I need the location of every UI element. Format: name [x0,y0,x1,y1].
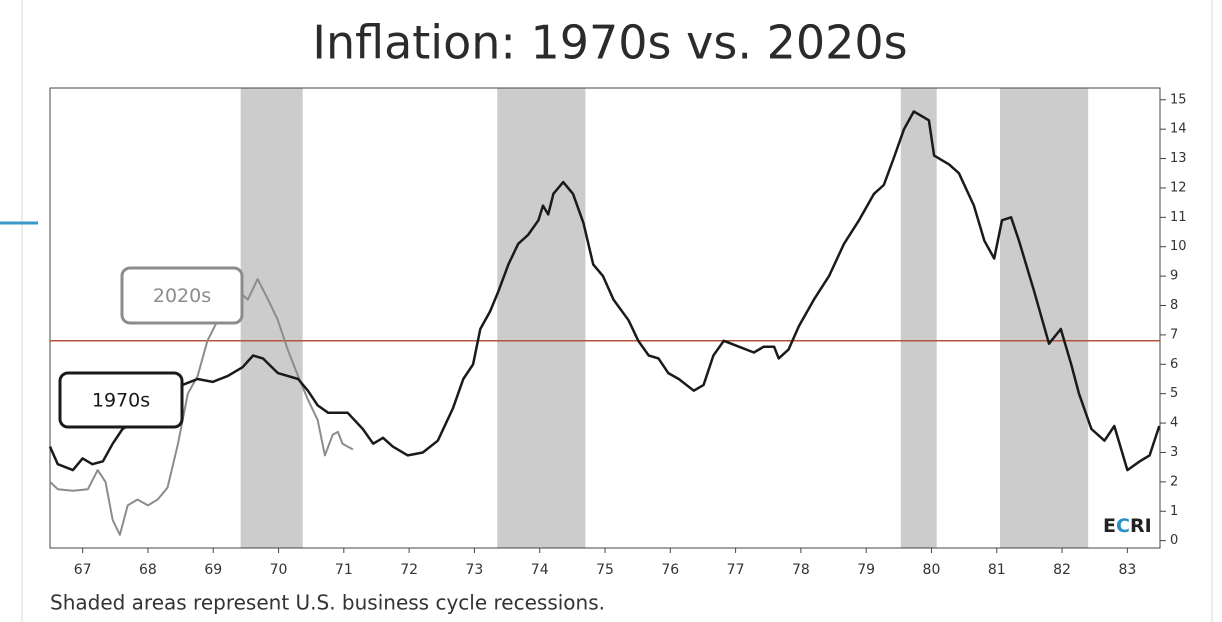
x-tick-label: 78 [792,562,810,578]
y-tick-label: 0 [1170,533,1178,548]
x-tick-label: 77 [727,562,745,578]
recession-band [497,88,586,548]
y-tick-label: 4 [1170,416,1178,431]
y-tick-label: 12 [1170,180,1187,195]
x-tick-label: 76 [661,562,679,578]
logo-part: E [1103,515,1116,537]
y-tick-label: 3 [1170,445,1178,460]
x-tick-label: 75 [596,562,614,578]
logo-part: RI [1130,515,1152,537]
y-tick-label: 8 [1170,298,1178,313]
x-tick-label: 79 [857,562,875,578]
y-tick-label: 10 [1170,239,1187,254]
x-tick-label: 72 [400,562,418,578]
y-tick-label: 6 [1170,357,1178,372]
y-tick-label: 13 [1170,151,1187,166]
x-tick-label: 80 [923,562,941,578]
y-tick-label: 14 [1170,122,1187,137]
x-tick-label: 81 [988,562,1006,578]
recession-band [1000,88,1089,548]
y-tick-label: 1 [1170,504,1178,519]
legend-box [120,266,244,325]
x-tick-label: 70 [270,562,288,578]
footnote: Shaded areas represent U.S. business cyc… [50,591,605,615]
legend-box [58,371,184,429]
y-tick-label: 15 [1170,92,1187,107]
y-tick-label: 7 [1170,327,1178,342]
x-tick-label: 73 [465,562,483,578]
recession-band [240,88,303,548]
chart-title: Inflation: 1970s vs. 2020s [312,16,907,70]
recession-band [900,88,937,548]
logo-part: C [1116,515,1130,537]
x-tick-label: 71 [335,562,353,578]
y-tick-label: 2 [1170,474,1178,489]
legend-label: 2020s [153,285,211,307]
x-tick-label: 68 [139,562,157,578]
logo: ECRI [1103,515,1152,537]
y-tick-label: 11 [1170,210,1187,225]
series-line [49,278,354,536]
x-tick-label: 82 [1053,562,1071,578]
series-line [48,110,1161,472]
x-tick-label: 83 [1118,562,1136,578]
y-tick-label: 9 [1170,269,1178,284]
legend-label: 1970s [92,390,150,412]
x-tick-label: 74 [531,562,549,578]
x-tick-label: 67 [74,562,92,578]
y-tick-label: 5 [1170,386,1178,401]
x-tick-label: 69 [204,562,222,578]
